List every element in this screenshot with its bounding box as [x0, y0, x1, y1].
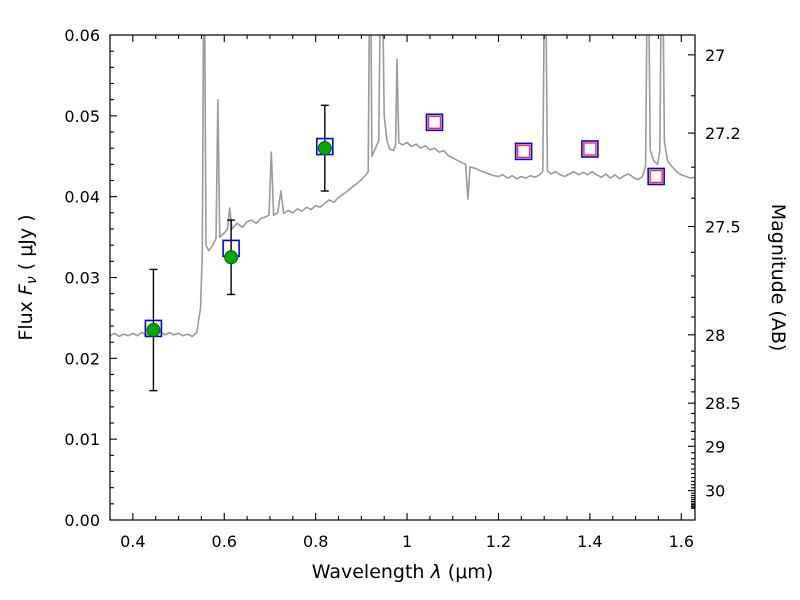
model-square-blue [581, 140, 599, 158]
mag-tick-label: 30 [705, 482, 725, 501]
x-tick-label: 1.6 [669, 532, 694, 551]
x-tick-label: 1.4 [577, 532, 602, 551]
axis-ticks [109, 34, 695, 521]
observed-point [317, 141, 332, 156]
model-square-blue [647, 167, 665, 186]
y-tick-label: 0.05 [64, 107, 100, 126]
y-tick-label: 0.04 [64, 188, 100, 207]
observed-point [146, 323, 161, 338]
y-axis-label-left: Flux Fν ( μJy ) [15, 214, 40, 340]
mag-tick-label: 28.5 [705, 394, 741, 413]
model-photometry-red [427, 115, 663, 184]
model-square-red [427, 115, 442, 130]
y-tick-label: 0.01 [64, 430, 100, 449]
plot-area [110, 35, 695, 338]
x-tick-label: 1 [402, 532, 412, 551]
y-tick-label: 0.00 [64, 511, 100, 530]
model-spectrum [110, 35, 695, 338]
x-tick-label: 0.4 [120, 532, 145, 551]
y-tick-label: 0.06 [64, 26, 100, 45]
model-square-red [583, 142, 597, 156]
x-tick-label: 0.6 [212, 532, 237, 551]
x-axis-label: Wavelength λ (μm) [312, 561, 493, 583]
mag-tick-label: 27.2 [705, 124, 741, 143]
observed-photometry [146, 141, 332, 338]
model-square-blue [425, 113, 444, 132]
y-tick-label: 0.02 [64, 349, 100, 368]
y-tick-label: 0.03 [64, 269, 100, 288]
observed-point [224, 250, 239, 265]
model-square-red [649, 169, 663, 184]
mag-tick-label: 27.5 [705, 218, 741, 237]
mag-tick-label: 29 [705, 437, 725, 456]
model-square-red [516, 144, 531, 159]
mag-tick-label: 28 [705, 326, 725, 345]
x-tick-label: 0.8 [303, 532, 328, 551]
model-square-blue [514, 142, 533, 161]
x-tick-label: 1.2 [486, 532, 511, 551]
mag-tick-label: 27 [705, 46, 725, 65]
y-axis-label-right: Magnitude (AB) [767, 204, 789, 352]
